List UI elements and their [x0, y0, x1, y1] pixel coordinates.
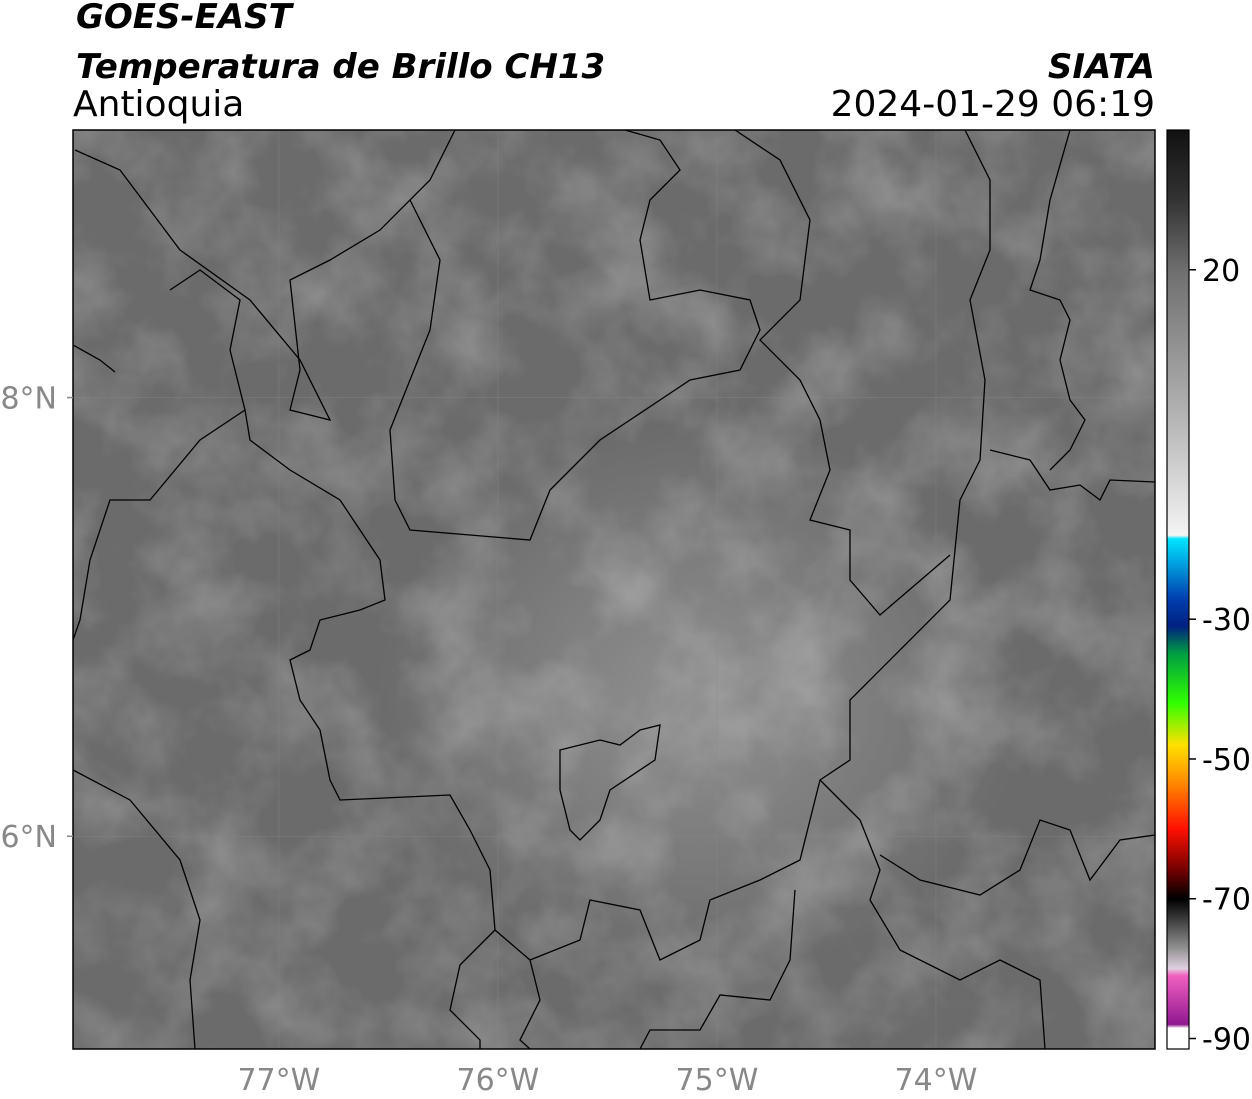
grid [73, 130, 1155, 1049]
ticks: 77°W 76°W 75°W 74°W 8°N 6°N 20 -30 -50 -70 -90 [0, 254, 1251, 1098]
colorbar [1166, 129, 1190, 1050]
map-image [73, 130, 1155, 1049]
datetime: 2024-01-29 06:19 [831, 84, 1155, 125]
map-texture [73, 130, 1155, 1049]
lon-tick-label: 76°W [456, 1063, 539, 1098]
product: Temperatura de Brillo CH13 [76, 47, 605, 87]
colorbar-tick-label: -90 [1202, 1023, 1251, 1058]
colorbar-tick-label: -50 [1202, 743, 1251, 778]
source: SIATA [1048, 47, 1155, 87]
satellite: GOES-EAST [76, 0, 295, 37]
colorbar-tick-label: -30 [1202, 603, 1251, 638]
lat-tick-label: 6°N [0, 820, 57, 855]
colorbar-tick-label: -70 [1202, 883, 1251, 918]
lon-tick-label: 75°W [676, 1063, 759, 1098]
region: Antioquia [73, 84, 244, 125]
borders [73, 130, 1155, 1049]
map-frame [72, 129, 1156, 1050]
lon-tick-label: 77°W [237, 1063, 320, 1098]
colorbar-tick-label: 20 [1202, 254, 1240, 289]
lat-tick-label: 8°N [0, 382, 57, 417]
lon-tick-label: 74°W [895, 1063, 978, 1098]
